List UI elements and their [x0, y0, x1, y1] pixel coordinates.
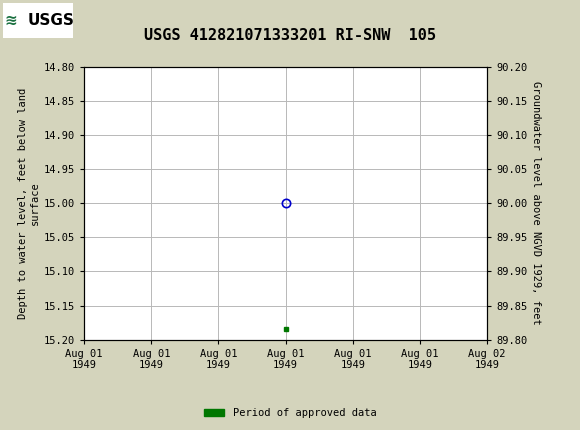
Legend: Period of approved data: Period of approved data [200, 404, 380, 423]
Text: USGS 412821071333201 RI-SNW  105: USGS 412821071333201 RI-SNW 105 [144, 28, 436, 43]
FancyBboxPatch shape [3, 3, 72, 37]
Y-axis label: Depth to water level, feet below land
surface: Depth to water level, feet below land su… [18, 88, 39, 319]
Text: USGS: USGS [28, 13, 75, 28]
Y-axis label: Groundwater level above NGVD 1929, feet: Groundwater level above NGVD 1929, feet [531, 81, 541, 325]
Text: ≋: ≋ [4, 13, 17, 28]
